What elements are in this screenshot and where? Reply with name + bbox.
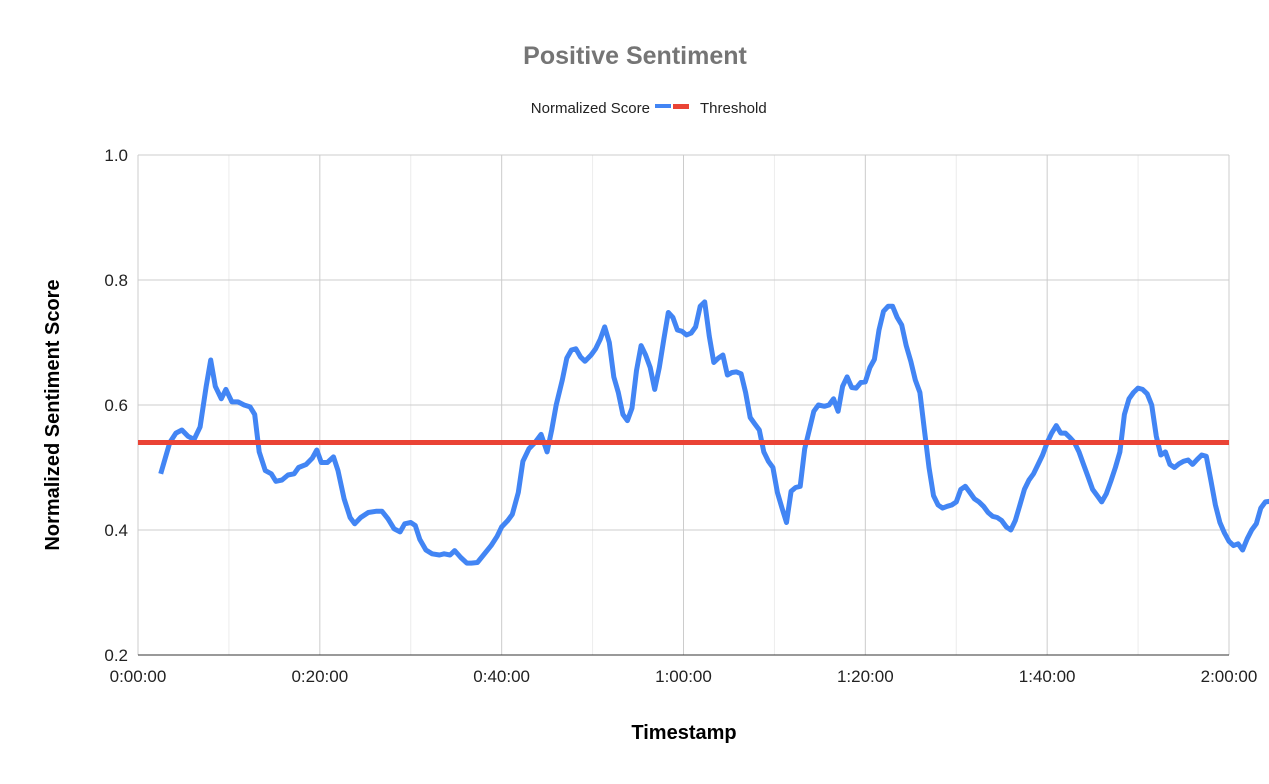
x-tick-label: 1:20:00 bbox=[837, 667, 894, 686]
x-tick-label: 0:40:00 bbox=[473, 667, 530, 686]
x-tick-label: 1:40:00 bbox=[1019, 667, 1076, 686]
legend-swatch-normalized-score bbox=[655, 104, 671, 108]
y-tick-label: 0.2 bbox=[104, 646, 128, 665]
legend-item-normalized-score[interactable]: Normalized Score bbox=[531, 100, 671, 117]
y-tick-label: 0.8 bbox=[104, 271, 128, 290]
y-tick-label: 0.6 bbox=[104, 396, 128, 415]
x-axis-title: Timestamp bbox=[631, 722, 736, 744]
y-axis-title: Normalized Sentiment Score bbox=[42, 279, 64, 550]
series-line-normalized-score bbox=[158, 299, 1269, 566]
y-tick-label: 0.4 bbox=[104, 521, 128, 540]
x-tick-label: 1:00:00 bbox=[655, 667, 712, 686]
legend-swatch-threshold bbox=[673, 104, 689, 109]
x-tick-label: 0:00:00 bbox=[110, 667, 167, 686]
x-tick-label: 0:20:00 bbox=[291, 667, 348, 686]
plot-area bbox=[138, 299, 1269, 566]
y-tick-label: 1.0 bbox=[104, 146, 128, 165]
legend-label-normalized-score: Normalized Score bbox=[531, 100, 650, 117]
legend-item-threshold[interactable]: Threshold bbox=[673, 100, 767, 117]
gridlines bbox=[137, 154, 1230, 656]
legend: Normalized Score Threshold bbox=[531, 100, 767, 117]
y-axis-ticks: 0.2 0.4 0.6 0.8 1.0 bbox=[104, 146, 128, 665]
x-axis-ticks: 0:00:00 0:20:00 0:40:00 1:00:00 1:20:00 1:40:… bbox=[110, 667, 1258, 686]
x-tick-label: 2:00:00 bbox=[1201, 667, 1258, 686]
chart-title: Positive Sentiment bbox=[523, 42, 747, 70]
legend-label-threshold: Threshold bbox=[700, 100, 767, 117]
